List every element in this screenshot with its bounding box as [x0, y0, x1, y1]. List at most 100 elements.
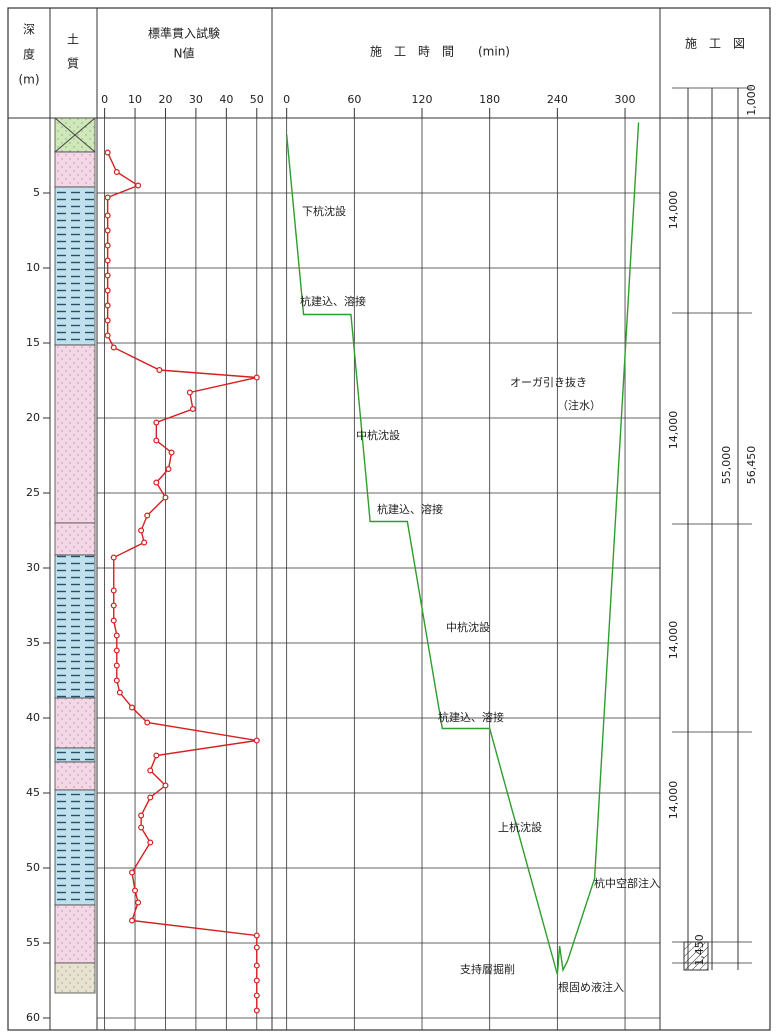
x-tick-label: 60 — [347, 93, 361, 106]
data-point — [104, 194, 111, 201]
data-point — [113, 169, 120, 176]
data-point — [129, 704, 136, 711]
data-point — [144, 719, 151, 726]
data-point — [110, 617, 117, 624]
data-point — [253, 944, 260, 951]
data-point — [138, 812, 145, 819]
dimension-label: 1,000 — [745, 84, 758, 116]
annotation: （注水） — [557, 398, 601, 412]
y-tick-label: 40 — [26, 711, 40, 724]
data-point — [113, 632, 120, 639]
data-point — [104, 302, 111, 309]
data-point — [153, 437, 160, 444]
dimension-label: 55,000 — [720, 446, 733, 485]
data-point — [253, 1007, 260, 1014]
time-title: 施 工 時 間 (min) — [370, 45, 510, 59]
x-tick-label: 40 — [219, 93, 233, 106]
data-point — [162, 782, 169, 789]
data-point — [132, 887, 139, 894]
annotation: 上杭沈設 — [498, 820, 542, 834]
soil-texture — [55, 152, 95, 187]
data-point — [110, 554, 117, 561]
soil-texture — [55, 698, 95, 748]
data-point — [165, 466, 172, 473]
data-point — [104, 242, 111, 249]
data-point — [156, 367, 163, 374]
x-tick-label: 120 — [412, 93, 433, 106]
data-point — [129, 917, 136, 924]
x-tick-label: 240 — [547, 93, 568, 106]
soil-cross — [54, 117, 96, 153]
data-point — [104, 287, 111, 294]
data-point — [104, 227, 111, 234]
x-tick-label: 0 — [283, 93, 290, 106]
data-point — [113, 647, 120, 654]
y-tick-label: 50 — [26, 861, 40, 874]
soil-header: 土 — [67, 33, 79, 47]
data-line — [285, 122, 640, 975]
data-point — [129, 869, 136, 876]
data-point — [153, 752, 160, 759]
annotation: 杭建込、溶接 — [377, 502, 443, 516]
annotation: 下杭沈設 — [302, 204, 346, 218]
data-point — [147, 794, 154, 801]
x-tick-label: 20 — [158, 93, 172, 106]
data-point — [110, 602, 117, 609]
data-point — [253, 374, 260, 381]
data-point — [144, 512, 151, 519]
data-point — [113, 662, 120, 669]
soil-texture — [55, 762, 95, 790]
dimension-label: 1,450 — [693, 934, 706, 966]
data-line — [106, 152, 258, 1011]
data-point — [104, 257, 111, 264]
data-point — [110, 344, 117, 351]
data-point — [168, 449, 175, 456]
data-point — [104, 332, 111, 339]
annotation: 支持層掘削 — [460, 962, 515, 976]
annotation: 杭建込、溶接 — [300, 294, 366, 308]
annotation: 杭中空部注入 — [594, 876, 660, 890]
diagram-title: 施 工 図 — [685, 37, 745, 51]
soil-texture — [55, 345, 95, 523]
annotation: 中杭沈設 — [446, 620, 490, 634]
dimension-label: 14,000 — [667, 411, 680, 450]
x-tick-label: 50 — [250, 93, 264, 106]
dimension-label: 56,450 — [745, 446, 758, 485]
data-point — [138, 824, 145, 831]
x-tick-label: 300 — [615, 93, 636, 106]
n-xlabel: N値 — [174, 46, 195, 61]
data-point — [147, 839, 154, 846]
y-tick-label: 25 — [26, 486, 40, 499]
y-tick-label: 55 — [26, 936, 40, 949]
frame — [7, 7, 771, 1031]
data-point — [253, 992, 260, 999]
data-point — [253, 737, 260, 744]
soil-texture — [55, 523, 95, 555]
data-point — [253, 977, 260, 984]
data-point — [153, 479, 160, 486]
data-point — [135, 899, 142, 906]
data-point — [104, 272, 111, 279]
y-tick-label: 35 — [26, 636, 40, 649]
annotation: オーガ引き抜き — [510, 375, 587, 389]
y-tick-label: 5 — [33, 186, 40, 199]
y-tick-label: 10 — [26, 261, 40, 274]
soil-header: 質 — [67, 56, 79, 71]
data-point — [104, 317, 111, 324]
n-title: 標準貫入試験 — [148, 26, 220, 41]
data-point — [135, 182, 142, 189]
data-point — [113, 677, 120, 684]
soil-texture — [55, 187, 95, 345]
y-tick-label: 15 — [26, 336, 40, 349]
dimension-label: 14,000 — [667, 781, 680, 820]
y-tick-label: 45 — [26, 786, 40, 799]
x-tick-label: 0 — [101, 93, 108, 106]
x-tick-label: 10 — [128, 93, 142, 106]
y-tick-label: 30 — [26, 561, 40, 574]
dimension-label: 14,000 — [667, 621, 680, 660]
soil-texture — [55, 905, 95, 963]
data-point — [153, 419, 160, 426]
depth-header: 度 — [23, 47, 35, 62]
